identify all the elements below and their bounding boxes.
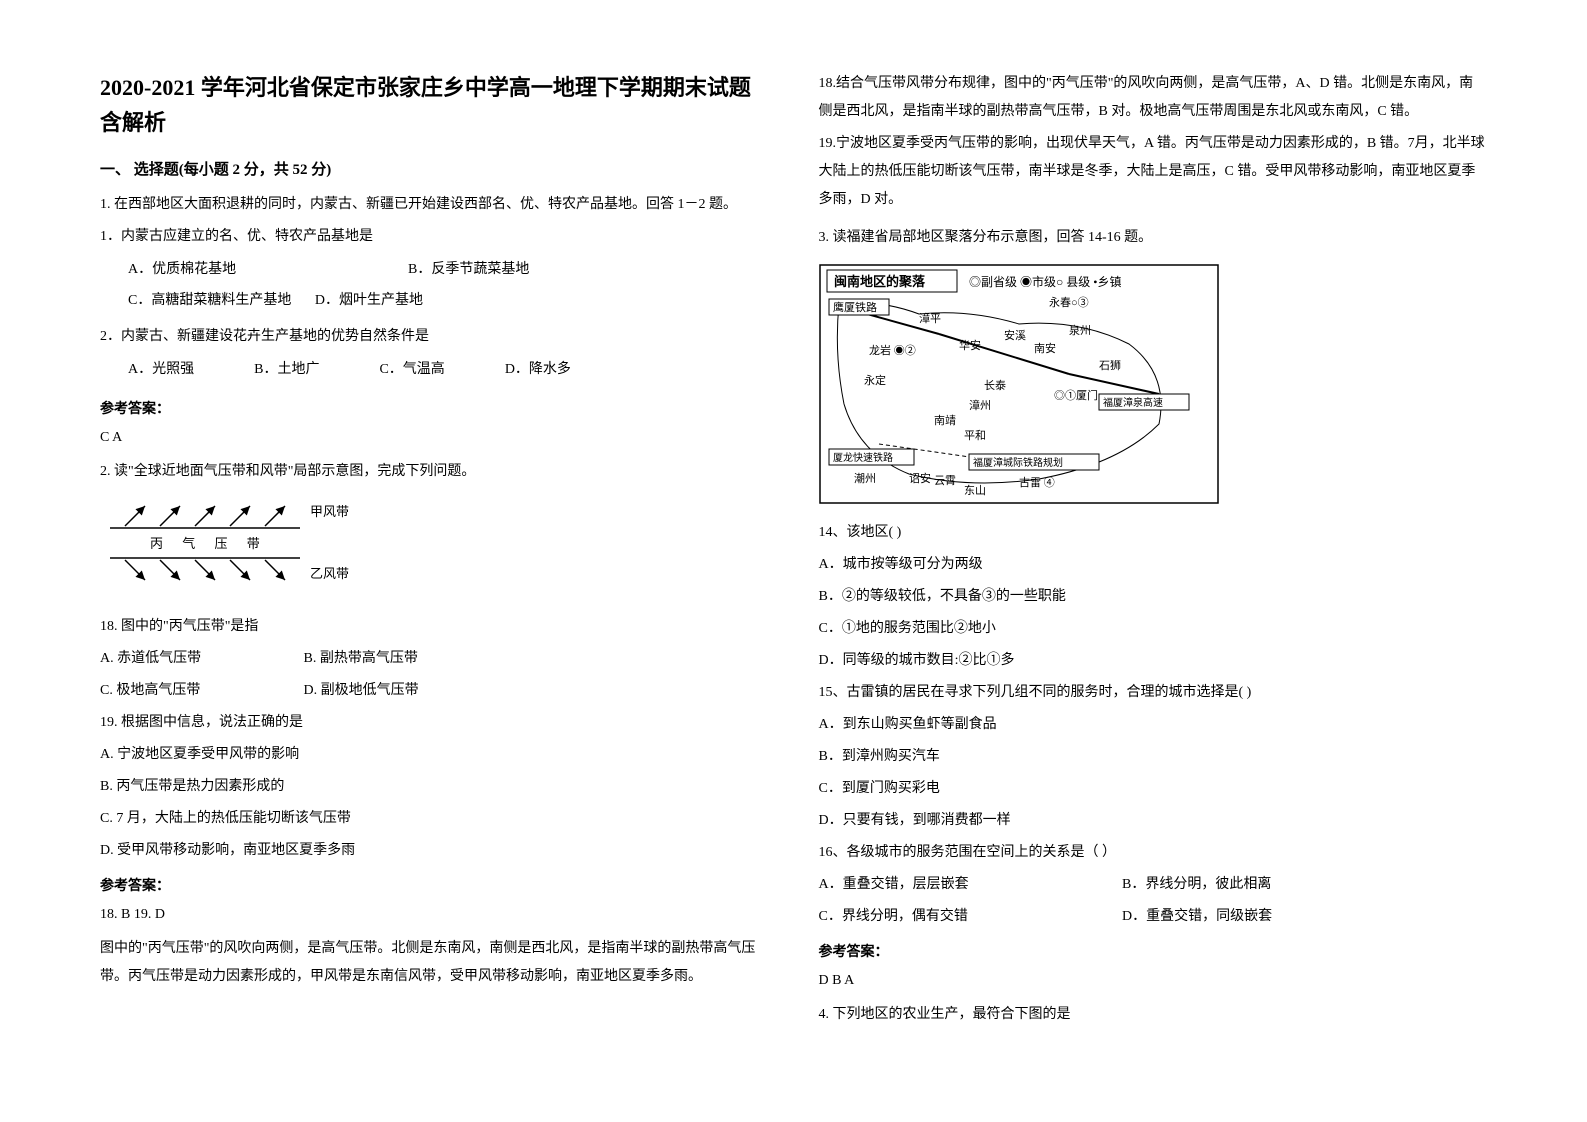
right-column: 18.结合气压带风带分布规律，图中的"丙气压带"的风吹向两侧，是高气压带，A、D… — [819, 70, 1488, 1052]
right-exp19: 19.宁波地区夏季受丙气压带的影响，出现伏旱天气，A 错。丙气压带是动力因素形成… — [819, 130, 1488, 214]
document-title: 2020-2021 学年河北省保定市张家庄乡中学高一地理下学期期末试题含解析 — [100, 70, 769, 140]
q3-opt16C: C．界线分明，偶有交错 — [819, 903, 1119, 931]
wind-belt-diagram: 甲风带 丙 气 压 带 乙风带 — [100, 498, 769, 603]
q2-opt19C: C. 7 月，大陆上的热低压能切断该气压带 — [100, 805, 769, 833]
svg-text:永春○③: 永春○③ — [1049, 295, 1089, 309]
q1-optC: C．高糖甜菜糖料生产基地 — [128, 293, 291, 308]
q2-opt18-row1: A. 赤道低气压带 B. 副热带高气压带 — [100, 645, 769, 673]
q3-opt14A: A．城市按等级可分为两级 — [819, 551, 1488, 579]
q3-answer-label: 参考答案： — [819, 941, 1488, 961]
svg-text:石狮: 石狮 — [1099, 359, 1121, 372]
q2-opt18D: D. 副极地低气压带 — [304, 683, 419, 698]
q3-answer: D B A — [819, 967, 1488, 995]
svg-text:福厦漳城际铁路规划: 福厦漳城际铁路规划 — [973, 456, 1063, 469]
q4-stem: 4. 下列地区的农业生产，最符合下图的是 — [819, 1001, 1488, 1029]
diagram-bottom-label: 乙风带 — [310, 566, 349, 581]
q3-opt16-row2: C．界线分明，偶有交错 D．重叠交错，同级嵌套 — [819, 903, 1488, 931]
q3-sub15: 15、古雷镇的居民在寻求下列几组不同的服务时，合理的城市选择是( ) — [819, 679, 1488, 707]
svg-text:华安: 华安 — [959, 338, 981, 352]
q3-opt15C: C．到厦门购买彩电 — [819, 775, 1488, 803]
right-exp18: 18.结合气压带风带分布规律，图中的"丙气压带"的风吹向两侧，是高气压带，A、D… — [819, 70, 1488, 126]
q1-sub1: 1．内蒙古应建立的名、优、特农产品基地是 — [100, 223, 769, 251]
q1-opt2D: D．降水多 — [505, 355, 571, 386]
map-legend: ◎副省级 ◉市级○ 县级 •乡镇 — [969, 274, 1121, 289]
q1-answer-label: 参考答案： — [100, 398, 769, 418]
svg-text:福厦漳泉高速: 福厦漳泉高速 — [1103, 396, 1163, 409]
q3-opt16-row1: A．重叠交错，层层嵌套 B．界线分明，彼此相离 — [819, 871, 1488, 899]
q3-opt15A: A．到东山购买鱼虾等副食品 — [819, 711, 1488, 739]
svg-text:◎①厦门: ◎①厦门 — [1054, 388, 1098, 402]
q3-opt14D: D．同等级的城市数目:②比①多 — [819, 647, 1488, 675]
svg-text:诏安: 诏安 — [909, 471, 931, 485]
q3-opt15B: B．到漳州购买汽车 — [819, 743, 1488, 771]
q1-optA: A．优质棉花基地 — [128, 255, 408, 286]
svg-text:潮州: 潮州 — [854, 471, 876, 485]
q3-opt14C: C．①地的服务范围比②地小 — [819, 615, 1488, 643]
q2-opt18B: B. 副热带高气压带 — [304, 651, 418, 666]
svg-text:安溪: 安溪 — [1004, 328, 1026, 342]
svg-text:泉州: 泉州 — [1069, 323, 1091, 337]
svg-text:云霄: 云霄 — [934, 474, 956, 487]
q1-sub2: 2．内蒙古、新疆建设花卉生产基地的优势自然条件是 — [100, 323, 769, 351]
q2-sub18: 18. 图中的"丙气压带"是指 — [100, 613, 769, 641]
svg-text:古雷 ④: 古雷 ④ — [1019, 476, 1055, 489]
svg-text:东山: 东山 — [964, 484, 986, 497]
q1-optD: D．烟叶生产基地 — [315, 293, 423, 308]
q2-opt18C: C. 极地高气压带 — [100, 677, 300, 705]
q3-opt16D: D．重叠交错，同级嵌套 — [1122, 909, 1272, 924]
svg-text:漳州: 漳州 — [969, 398, 991, 412]
map-title: 闽南地区的聚落 — [834, 274, 926, 289]
q2-answer-label: 参考答案： — [100, 875, 769, 895]
svg-text:南靖: 南靖 — [934, 414, 956, 427]
q3-stem: 3. 读福建省局部地区聚落分布示意图，回答 14-16 题。 — [819, 224, 1488, 252]
q1-sub1-options: A．优质棉花基地 B．反季节蔬菜基地 C．高糖甜菜糖料生产基地 D．烟叶生产基地 — [100, 255, 769, 317]
q1-answer: C A — [100, 424, 769, 452]
q2-opt18A: A. 赤道低气压带 — [100, 645, 300, 673]
q2-explanation: 图中的"丙气压带"的风吹向两侧，是高气压带。北侧是东南风，南侧是西北风，是指南半… — [100, 935, 769, 991]
q2-opt19B: B. 丙气压带是热力因素形成的 — [100, 773, 769, 801]
q3-opt15D: D．只要有钱，到哪消费都一样 — [819, 807, 1488, 835]
q3-sub16: 16、各级城市的服务范围在空间上的关系是（ ） — [819, 839, 1488, 867]
svg-text:平和: 平和 — [964, 429, 986, 442]
q3-opt16B: B．界线分明，彼此相离 — [1122, 877, 1271, 892]
section-header: 一、 选择题(每小题 2 分，共 52 分) — [100, 158, 769, 179]
left-column: 2020-2021 学年河北省保定市张家庄乡中学高一地理下学期期末试题含解析 一… — [100, 70, 769, 1052]
svg-text:厦龙快速铁路: 厦龙快速铁路 — [833, 451, 893, 464]
q1-sub2-options: A．光照强 B．土地广 C．气温高 D．降水多 — [100, 355, 769, 386]
svg-text:长泰: 长泰 — [984, 378, 1006, 392]
svg-text:漳平: 漳平 — [919, 311, 941, 325]
q2-answer: 18. B 19. D — [100, 901, 769, 929]
svg-text:永定: 永定 — [864, 373, 886, 387]
fujian-map-diagram: 闽南地区的聚落 ◎副省级 ◉市级○ 县级 •乡镇 鹰厦铁路 漳平 龙岩 ◉② 华… — [819, 264, 1488, 509]
q1-optB: B．反季节蔬菜基地 — [408, 255, 529, 286]
svg-text:南安: 南安 — [1034, 341, 1056, 355]
q3-opt16A: A．重叠交错，层层嵌套 — [819, 871, 1119, 899]
q2-opt18-row2: C. 极地高气压带 D. 副极地低气压带 — [100, 677, 769, 705]
q2-sub19: 19. 根据图中信息，说法正确的是 — [100, 709, 769, 737]
q1-opt2C: C．气温高 — [379, 355, 444, 386]
svg-text:龙岩 ◉②: 龙岩 ◉② — [869, 343, 916, 357]
diagram-middle-label: 丙 气 压 带 — [150, 536, 268, 551]
q3-sub14: 14、该地区( ) — [819, 519, 1488, 547]
q1-opt2B: B．土地广 — [254, 355, 319, 386]
svg-text:鹰厦铁路: 鹰厦铁路 — [833, 300, 877, 314]
diagram-top-label: 甲风带 — [310, 504, 349, 519]
q1-opt2A: A．光照强 — [128, 355, 194, 386]
q2-stem: 2. 读"全球近地面气压带和风带"局部示意图，完成下列问题。 — [100, 458, 769, 486]
q3-opt14B: B．②的等级较低，不具备③的一些职能 — [819, 583, 1488, 611]
q1-stem: 1. 在西部地区大面积退耕的同时，内蒙古、新疆已开始建设西部名、优、特农产品基地… — [100, 191, 769, 219]
q2-opt19D: D. 受甲风带移动影响，南亚地区夏季多雨 — [100, 837, 769, 865]
q2-opt19A: A. 宁波地区夏季受甲风带的影响 — [100, 741, 769, 769]
